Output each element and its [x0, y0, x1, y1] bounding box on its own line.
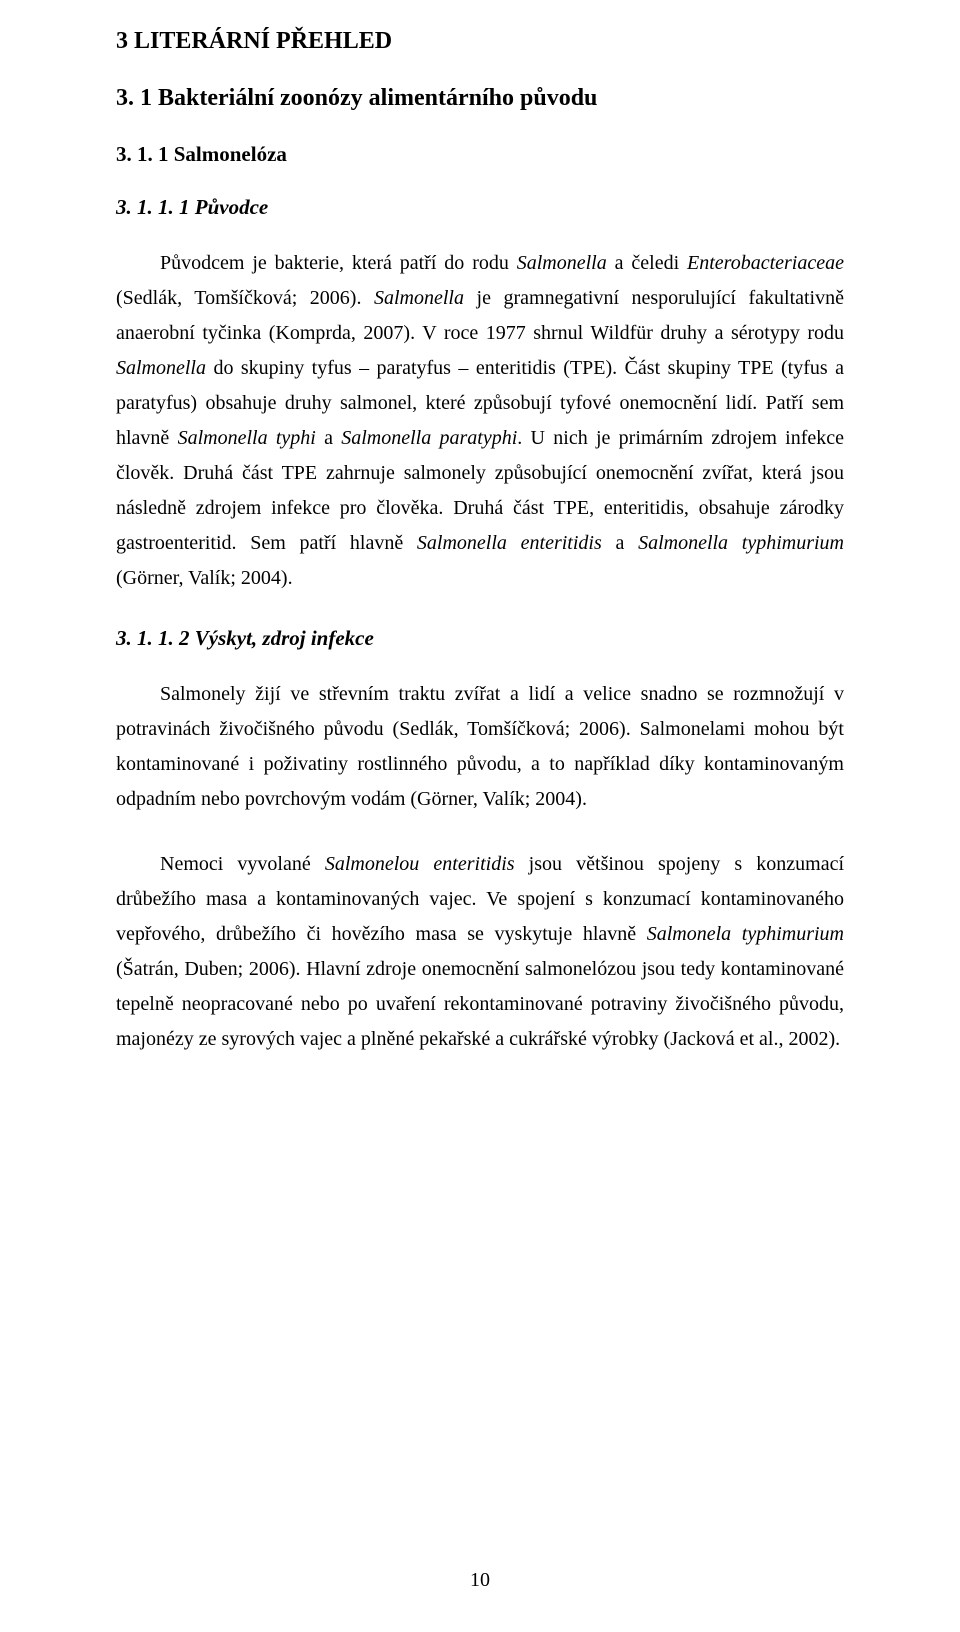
- paragraph-puvodce: Původcem je bakterie, která patří do rod…: [116, 246, 844, 596]
- heading-level-4-puvodce: 3. 1. 1. 1 Původce: [116, 195, 844, 220]
- page: 3 LITERÁRNÍ PŘEHLED 3. 1 Bakteriální zoo…: [0, 0, 960, 1632]
- text-run: a: [602, 532, 638, 554]
- text-run: a: [316, 427, 341, 449]
- heading-level-1: 3 LITERÁRNÍ PŘEHLED: [116, 28, 844, 55]
- heading-level-2: 3. 1 Bakteriální zoonózy alimentárního p…: [116, 85, 844, 112]
- taxon-salmonella-typhimurium: Salmonella typhimurium: [638, 532, 844, 554]
- text-run: (Görner, Valík; 2004).: [116, 567, 293, 589]
- taxon-salmonella-typhi: Salmonella typhi: [178, 427, 316, 449]
- taxon-salmonella: Salmonella: [116, 357, 206, 379]
- paragraph-vyskyt-1: Salmonely žijí ve střevním traktu zvířat…: [116, 677, 844, 817]
- taxon-salmonella: Salmonella: [374, 287, 464, 309]
- taxon-salmonella-enteritidis: Salmonella enteritidis: [417, 532, 602, 554]
- heading-level-3: 3. 1. 1 Salmonelóza: [116, 142, 844, 167]
- heading-level-4-vyskyt: 3. 1. 1. 2 Výskyt, zdroj infekce: [116, 626, 844, 651]
- taxon-salmonella-paratyphi: Salmonella paratyphi: [341, 427, 517, 449]
- taxon-salmonella: Salmonella: [517, 252, 607, 274]
- taxon-enterobacteriaceae: Enterobacteriaceae: [687, 252, 844, 274]
- text-run: (Sedlák, Tomšíčková; 2006).: [116, 287, 374, 309]
- taxon-salmonelou-enteritidis: Salmonelou enteritidis: [325, 853, 515, 875]
- text-run: (Šatrán, Duben; 2006). Hlavní zdroje one…: [116, 958, 844, 1050]
- page-number: 10: [0, 1569, 960, 1592]
- paragraph-vyskyt-2: Nemoci vyvolané Salmonelou enteritidis j…: [116, 847, 844, 1057]
- text-run: a čeledi: [607, 252, 687, 274]
- text-run: Salmonely žijí ve střevním traktu zvířat…: [116, 683, 844, 810]
- taxon-salmonela-typhimurium: Salmonela typhimurium: [647, 923, 844, 945]
- text-run: Nemoci vyvolané: [160, 853, 325, 875]
- text-run: Původcem je bakterie, která patří do rod…: [160, 252, 517, 274]
